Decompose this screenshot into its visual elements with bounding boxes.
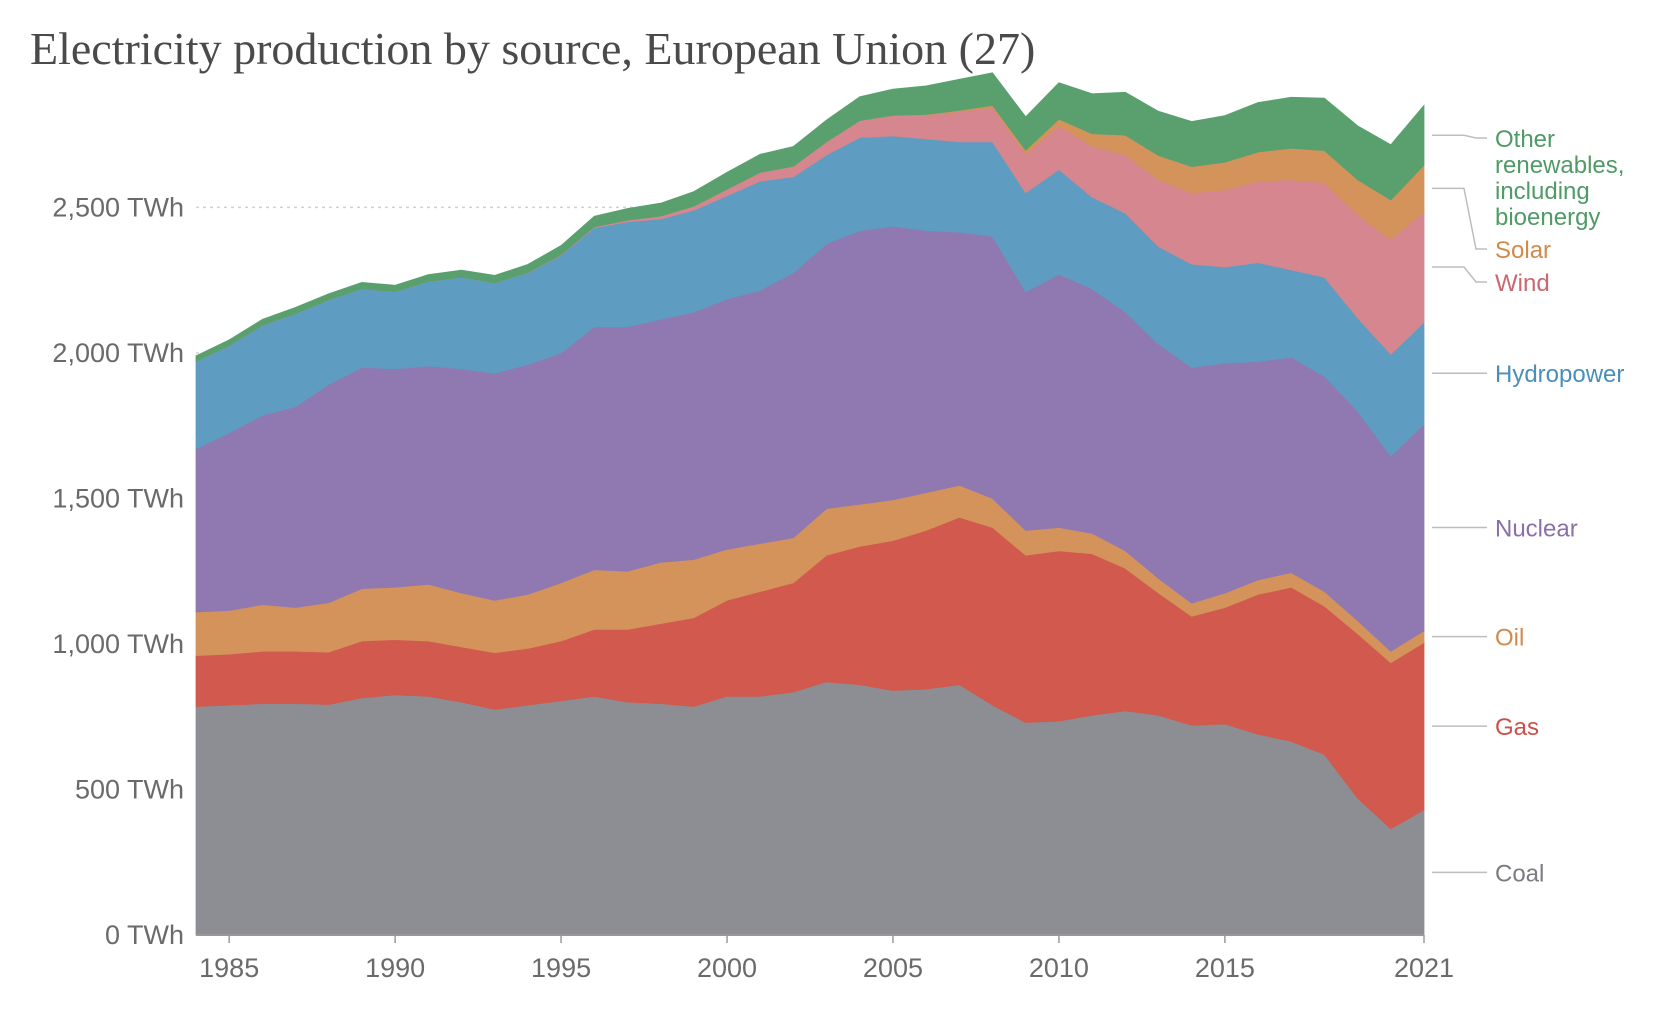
legend-label-solar: Solar	[1495, 237, 1551, 264]
y-tick-label: 2,000 TWh	[52, 338, 184, 368]
y-tick-label: 500 TWh	[75, 774, 184, 804]
legend-label-coal: Coal	[1495, 860, 1544, 887]
x-tick-label: 2010	[1029, 953, 1089, 983]
x-tick-label: 1995	[531, 953, 591, 983]
legend: Other renewables, including bioenergy Solar W…	[1432, 126, 1624, 887]
y-tick-label: 2,500 TWh	[52, 192, 184, 222]
x-tick-label: 1985	[199, 953, 259, 983]
legend-connector	[1432, 266, 1487, 283]
area-other-renewables-including-bioenergy	[195, 72, 1425, 363]
legend-label-other-renewables-including-bioenergy: Other renewables, including bioenergy	[1495, 126, 1624, 231]
legend-label-nuclear: Nuclear	[1495, 516, 1578, 543]
x-tick-label: 2005	[863, 953, 923, 983]
legend-connector	[1432, 187, 1487, 250]
legend-label-wind: Wind	[1495, 270, 1550, 297]
axes: 0 TWh 500 TWh 1,000 TWh 1,500 TWh 2,000 TWh 2…	[52, 192, 1454, 983]
legend-connector	[1432, 134, 1487, 139]
x-tick-label: 2021	[1394, 953, 1454, 983]
legend-label-oil: Oil	[1495, 625, 1524, 652]
y-tick-label: 0 TWh	[105, 920, 184, 950]
legend-label-hydropower: Hydropower	[1495, 361, 1624, 388]
x-tick-label: 1990	[365, 953, 425, 983]
area-series	[195, 72, 1425, 936]
x-tick-label: 2000	[697, 953, 757, 983]
y-tick-label: 1,000 TWh	[52, 629, 184, 659]
chart-title: Electricity production by source, Europe…	[30, 23, 1036, 74]
legend-label-gas: Gas	[1495, 714, 1539, 741]
y-tick-label: 1,500 TWh	[52, 483, 184, 513]
x-tick-label: 2015	[1195, 953, 1255, 983]
